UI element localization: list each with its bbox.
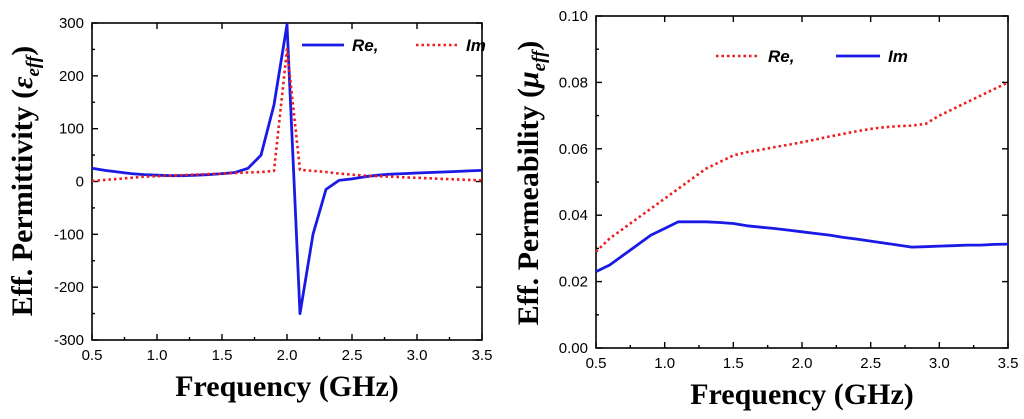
x-tick-label: 3.5 [472,347,493,364]
y-tick-label: 0 [76,174,84,191]
legend-label: Im [888,47,908,66]
y-tick-label: 0.08 [559,74,588,91]
y-tick-label: 0.04 [559,207,588,224]
legend-label: Re, [352,36,378,55]
x-axis-title: Frequency (GHz) [175,370,399,403]
x-tick-label: 2.0 [277,347,298,364]
y-axis-title-close: ) [6,46,39,56]
legend: Re, Im [716,47,908,66]
y-tick-label: 100 [59,121,84,138]
y-axis-title-text: Eff. Permeability ( [512,88,545,325]
series-line-im [91,48,483,183]
y-tick-label: 0.00 [559,340,588,357]
y-tick-label: 0.06 [559,141,588,158]
chart-panel-2: 0.5 1.0 1.5 2.0 2.5 3.0 3.5 0.00 0.02 0.04 0.06 0.0… [512,8,1018,411]
y-tick-label: -200 [54,279,84,296]
y-axis-title-symbol: ε [6,76,39,89]
y-tick-label: 0.02 [559,274,588,291]
y-tick-label: -300 [54,332,84,349]
x-tick-label: 1.5 [723,355,744,372]
series-line-re [91,23,483,316]
y-axis-title-symbol: μ [512,71,545,90]
y-axis-title-subscript: eff [529,49,550,71]
series-line-im [595,220,1009,273]
legend: Re, Im [302,36,486,55]
x-tick-label: 3.5 [998,355,1019,372]
x-axis-title: Frequency (GHz) [690,378,914,411]
y-tick-label: 300 [59,15,84,32]
x-tick-label: 3.0 [929,355,950,372]
y-tick-label: 0.10 [559,8,588,25]
y-axis-title: Eff. Permittivity (εeff) [6,46,44,316]
series-line-re [595,81,1009,253]
x-tick-label: 2.0 [792,355,813,372]
y-axis-title-subscript: eff [23,54,44,76]
x-tick-label: 0.5 [82,347,103,364]
y-tick-label: -100 [54,226,84,243]
x-tick-label: 1.0 [147,347,168,364]
y-axis-title-text: Eff. Permittivity ( [6,89,39,316]
y-axis-title-close: ) [512,41,545,51]
plot-frame [91,22,483,341]
x-tick-label: 3.0 [407,347,428,364]
x-tick-label: 1.0 [654,355,675,372]
x-tick-label: 2.5 [342,347,363,364]
legend-label: Im [466,36,486,55]
y-tick-label: 200 [59,68,84,85]
x-tick-label: 1.5 [212,347,233,364]
x-tick-label: 2.5 [860,355,881,372]
y-axis-title: Eff. Permeability (μeff) [512,41,550,326]
legend-label: Re, [768,47,794,66]
chart-panel-1: 0.5 1.0 1.5 2.0 2.5 3.0 3.5 -300 -200 -100 0 100 200… [6,15,492,403]
plot-frame [595,15,1009,349]
x-tick-label: 0.5 [586,355,607,372]
